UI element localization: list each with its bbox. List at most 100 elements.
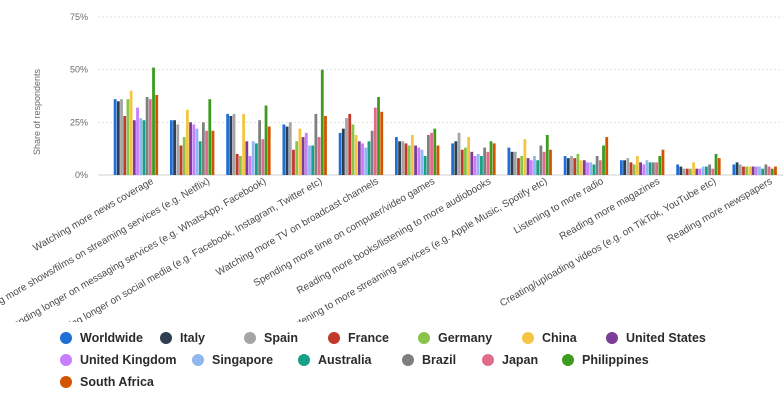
bar: [229, 116, 233, 175]
bar: [226, 113, 230, 175]
bar: [685, 168, 689, 175]
bar: [526, 158, 530, 175]
bar: [126, 99, 130, 175]
bar: [661, 149, 665, 175]
legend-swatch: [328, 332, 340, 344]
legend-item[interactable]: Worldwide: [60, 331, 160, 345]
bar: [417, 147, 421, 175]
legend-swatch: [562, 354, 574, 366]
bar: [239, 156, 242, 175]
bar: [176, 124, 180, 175]
legend-item[interactable]: Singapore: [192, 353, 298, 367]
bar: [169, 120, 173, 175]
bar: [598, 160, 602, 175]
bar: [232, 113, 236, 175]
legend-label: Japan: [502, 353, 539, 367]
bar: [632, 164, 636, 175]
y-axis: 0% 25% 50% 75%: [70, 12, 88, 180]
bar: [689, 168, 692, 175]
legend-item[interactable]: China: [522, 331, 606, 345]
legend-label: United States: [626, 331, 706, 345]
bar: [345, 118, 348, 175]
bar: [267, 126, 271, 175]
bar: [261, 139, 265, 175]
bar: [679, 166, 683, 175]
legend-item[interactable]: Japan: [482, 353, 562, 367]
bar: [626, 158, 630, 175]
bar: [198, 141, 202, 175]
legend-item[interactable]: Italy: [160, 331, 244, 345]
bar: [529, 160, 533, 175]
bar: [629, 162, 633, 175]
y-tick-label: 50%: [70, 65, 88, 75]
bar: [682, 168, 686, 175]
bar: [301, 137, 305, 175]
bar: [410, 134, 414, 175]
bar: [467, 137, 471, 175]
bar: [473, 156, 477, 175]
legend-swatch: [160, 332, 172, 344]
legend-label: China: [542, 331, 577, 345]
bar: [639, 162, 642, 175]
bar: [298, 128, 302, 175]
bar: [510, 151, 514, 175]
bar: [761, 168, 765, 175]
bar: [139, 118, 143, 175]
bar: [460, 149, 464, 175]
bar: [235, 153, 239, 175]
legend-swatch: [606, 332, 618, 344]
legend-label: Australia: [318, 353, 372, 367]
legend-item[interactable]: United States: [606, 331, 716, 345]
legend-item[interactable]: United Kingdom: [60, 353, 192, 367]
legend-row: Worldwide Italy Spain France Germany China Uni…: [60, 327, 780, 349]
legend: Worldwide Italy Spain France Germany China Uni…: [60, 327, 780, 393]
legend-swatch: [60, 354, 72, 366]
bar: [533, 156, 536, 175]
legend-item[interactable]: France: [328, 331, 418, 345]
bar: [698, 168, 702, 175]
legend-item[interactable]: Spain: [244, 331, 328, 345]
legend-item[interactable]: Australia: [298, 353, 402, 367]
bar: [245, 141, 249, 175]
legend-item[interactable]: Germany: [418, 331, 522, 345]
bar: [394, 137, 398, 175]
bar: [589, 162, 593, 175]
bar: [320, 69, 324, 175]
bar: [658, 156, 662, 175]
bar: [361, 143, 364, 175]
bar: [173, 120, 176, 175]
bar: [317, 137, 321, 175]
x-tick-label: Reading more newspapers: [665, 176, 774, 245]
bar: [542, 151, 546, 175]
bar: [433, 128, 437, 175]
legend-swatch: [60, 332, 72, 344]
bar: [579, 160, 583, 175]
bar: [592, 164, 596, 175]
bar: [205, 130, 208, 175]
bar: [255, 143, 258, 175]
legend-item[interactable]: South Africa: [60, 375, 170, 389]
bar: [623, 160, 626, 175]
bar: [651, 162, 655, 175]
bar: [738, 164, 742, 175]
chart-svg: 0% 25% 50% 75% Share of respondents Watchin…: [0, 12, 783, 322]
legend-label: South Africa: [80, 375, 154, 389]
bar: [155, 94, 159, 175]
bar: [182, 137, 186, 175]
legend-swatch: [402, 354, 414, 366]
bar: [605, 137, 609, 175]
bar: [430, 132, 433, 175]
legend-item[interactable]: Philippines: [562, 353, 672, 367]
bar: [179, 145, 183, 175]
legend-item[interactable]: Brazil: [402, 353, 482, 367]
bar: [576, 153, 580, 175]
bar: [489, 141, 493, 175]
bar: [705, 166, 708, 175]
bar: [258, 120, 262, 175]
bar: [476, 153, 480, 175]
bar: [770, 168, 774, 175]
bar: [711, 168, 715, 175]
bar: [774, 166, 777, 175]
bar: [676, 164, 680, 175]
